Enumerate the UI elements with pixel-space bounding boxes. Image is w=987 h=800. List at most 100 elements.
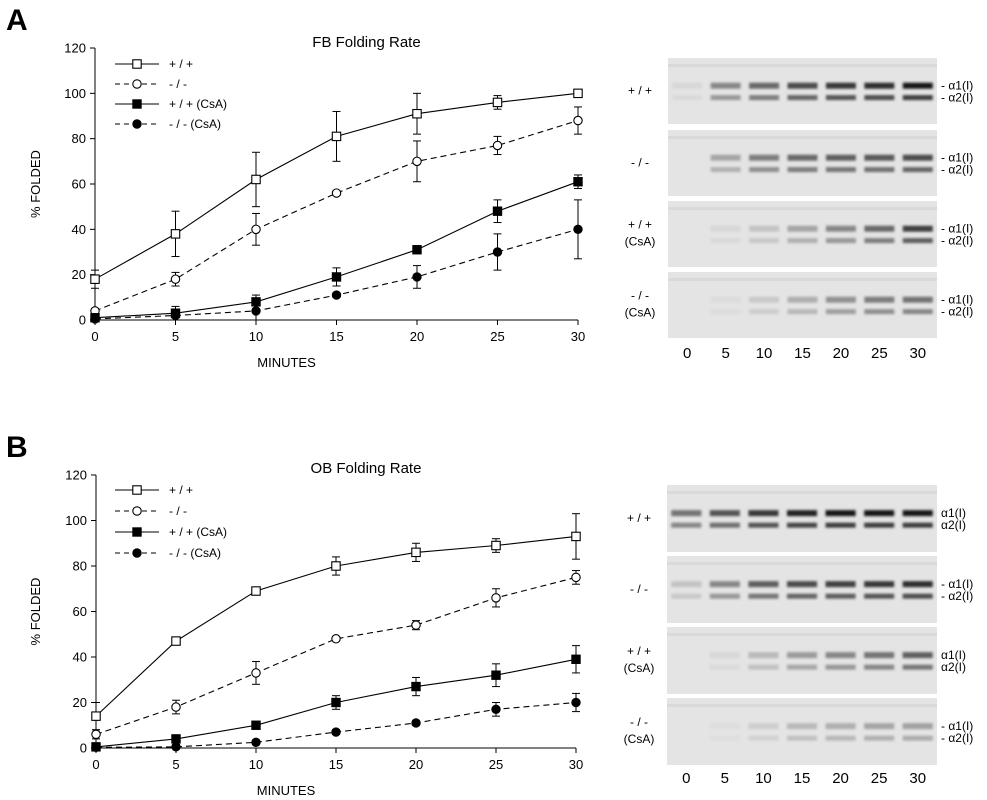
series [91,692,581,753]
gel-band [902,309,933,315]
gel-band-label: α1(I) [941,506,966,520]
data-point [492,247,503,257]
gel-blot: + / + - α1(I)- α2(I)- / -- α1(I)- α2(I)+ … [625,58,973,362]
gel-band [902,652,933,659]
gel-band [787,238,818,244]
gel-streak [667,633,937,636]
series [90,88,583,289]
legend-label: + / + [169,57,193,71]
data-point [170,229,181,239]
gel-strip [667,556,937,623]
gel-band [671,522,702,528]
data-point [132,485,142,495]
x-tick-label: 5 [172,329,179,344]
data-point [491,593,501,603]
x-tick-label: 0 [92,757,99,772]
data-point [573,115,583,126]
y-tick-label: 100 [64,86,86,101]
x-tick-label: 25 [490,329,504,344]
data-point [251,720,261,730]
gel-background [667,556,937,623]
x-axis-label: MINUTES [257,783,316,798]
series [90,106,583,316]
gel-background [668,58,937,124]
gel-band [749,95,780,101]
data-point [571,654,581,664]
y-tick-label: 40 [72,222,86,237]
gel-band [786,510,818,517]
gel-streak [668,136,937,139]
gel-band-label: - α2(I) [941,163,973,177]
y-tick-label: 60 [73,604,87,619]
gel-lane-label: 0 [683,345,691,362]
x-tick-label: 10 [249,757,263,772]
gel-band [787,309,818,315]
gel-lane-label: 20 [832,770,849,787]
gel-band [748,522,779,528]
gel-background [667,698,937,765]
gel-band [825,652,856,659]
gel-streak [668,207,937,210]
gel-lane-label: 25 [871,770,888,787]
data-point [171,734,181,744]
data-point [331,561,341,571]
series [91,513,581,731]
gel-band [709,723,740,730]
gel-band [671,510,702,517]
y-tick-label: 0 [80,741,87,756]
series-line [95,576,577,735]
data-point [132,506,142,516]
data-point [331,131,342,142]
data-point [331,634,341,644]
series [90,199,583,324]
gel-strip [667,698,937,765]
gel-band [749,82,780,89]
data-point [573,177,583,187]
y-tick-label: 80 [72,131,86,146]
gel-band [748,581,779,588]
data-point [571,572,581,583]
y-axis-label: % FOLDED [28,150,43,218]
gel-strip [667,627,937,694]
gel-band [864,238,895,244]
gel-band [864,167,895,173]
legend-label: - / - [169,77,187,91]
gel-band [787,167,818,173]
y-tick-label: 120 [64,41,86,56]
gel-row-label: - / - [631,155,649,169]
gel-band [786,735,818,741]
gel-row-label: - / - [631,289,649,303]
gel-band [709,510,740,517]
gel-streak [667,704,937,707]
gel-lane-label: 15 [794,770,811,787]
gel-lane-label: 10 [756,345,773,362]
gel-lane-label: 30 [909,770,926,787]
data-point [492,140,503,151]
gel-streak [667,562,937,565]
gel-lane-label: 5 [721,770,729,787]
gel-band [786,522,818,528]
legend-label: + / + [169,483,193,497]
gel-band [864,664,895,670]
gel-band [825,664,856,670]
gel-band [825,593,856,599]
gel-band-label: - α1(I) [941,577,973,591]
gel-band [825,225,856,232]
gel-streak [668,64,937,67]
panel-letter: B [6,431,28,464]
gel-streak [668,278,937,281]
y-tick-label: 20 [73,695,87,710]
gel-row-sublabel: (CsA) [624,732,655,746]
gel-strip [667,485,937,552]
gel-band [748,510,779,517]
gel-band [710,82,741,89]
gel-band-label: - α2(I) [941,589,973,603]
gel-band [825,296,856,303]
gel-band-label: - α2(I) [941,91,973,105]
y-tick-label: 0 [79,313,86,328]
gel-band-label: α2(I) [941,518,966,532]
gel-band [710,309,741,315]
legend-label: + / + (CsA) [169,97,227,111]
gel-band [786,723,818,730]
gel-band [709,581,740,588]
